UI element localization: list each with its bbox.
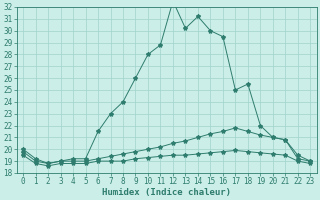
X-axis label: Humidex (Indice chaleur): Humidex (Indice chaleur): [102, 188, 231, 197]
